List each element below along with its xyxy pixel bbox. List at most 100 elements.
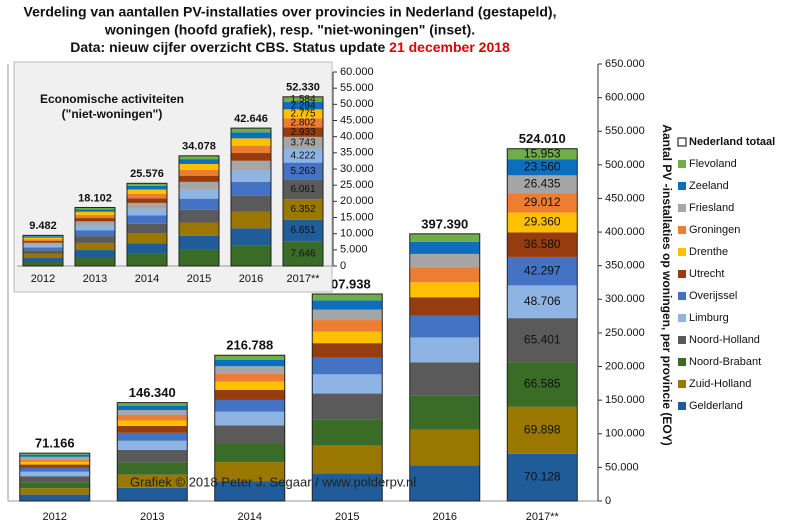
bar-segment [231,128,271,133]
bar-segment [214,389,285,400]
bar-segment [179,175,219,182]
title-text: Data: nieuw cijfer overzicht CBS. Status… [70,39,389,55]
bar-segment [179,249,219,266]
legend-swatch [678,270,686,278]
bar-segment [283,109,323,119]
bar-segment [127,253,167,266]
bar-segment [117,425,188,433]
bar-segment [23,250,63,254]
y-tick-label: 200.000 [605,360,645,372]
x-tick-label: 2013 [140,511,164,523]
inset-chart: 0 5.000 10.000 15.000 20.000 25.000 30.000 35.0… [22,66,374,285]
total-outline [506,148,578,502]
bar-segment [214,366,285,374]
bar-segment [507,453,578,501]
bar-segment [75,236,115,243]
segment-label: 26.435 [524,176,561,190]
bar-segment [23,244,63,248]
total-label: 52.330 [286,82,320,94]
bar-segment [231,195,271,212]
bar-segment [409,233,480,242]
bar-segment [214,359,285,367]
bar-segment [409,253,480,268]
y-tick-label: 15.000 [340,211,374,223]
bar-segment [127,198,167,203]
y-tick-label: 150.000 [605,394,645,406]
segment-label: 29.012 [524,195,561,209]
bar-segment [312,445,383,474]
bar-segment [19,456,90,460]
y-axis-label: Aantal PV -installaties op woningen, per… [660,124,674,445]
bar-segment [179,209,219,223]
total-label: 25.576 [130,168,164,180]
bar-segment [312,309,383,321]
bar-segment [117,432,188,441]
y-tick-label: 40.000 [340,131,374,143]
segment-label: 7.646 [290,248,315,259]
segment-label: 29.360 [524,215,561,229]
bar-segment [312,357,383,375]
bar-segment [75,218,115,222]
bar-segment [409,429,480,466]
bar-segment [19,467,90,472]
title-line: Verdeling van aantallen PV-installaties … [24,4,557,20]
bar-segment [19,461,90,465]
bar-segment [127,185,167,190]
bar-segment [312,343,383,358]
bar-segment [75,207,115,210]
bar-segment [19,459,90,462]
title-line: woningen (hoofd grafiek), resp. "niet-wo… [104,22,475,38]
bar-segment [179,235,219,250]
bar-segment [75,230,115,237]
total-outline [19,452,91,502]
total-outline [74,206,116,267]
x-tick-label: 2012 [31,273,55,285]
bar-segment [312,393,383,420]
bar-segment [312,300,383,310]
segment-label: 4.222 [290,150,315,161]
segment-label: 6.352 [290,204,315,215]
total-label: 71.166 [35,436,75,451]
inset-title: Economische activiteiten [40,92,184,106]
legend-label: Noord-Holland [689,334,760,346]
y-tick-label: 400.000 [605,226,645,238]
y-tick-label: 5.000 [340,244,368,256]
total-outline [126,182,168,267]
segment-label: 2.802 [290,117,315,128]
bar-segment [75,225,115,231]
y-tick-label: 20.000 [340,195,374,207]
y-tick-label: 45.000 [340,114,374,126]
bar-segment [312,473,383,501]
bar-segment [409,282,480,298]
bar-segment [117,402,188,406]
bar-segment [283,241,323,266]
segment-label: 69.898 [524,423,561,437]
bar-segment [19,471,90,477]
y-tick-label: 50.000 [340,98,374,110]
bar-segment [127,193,167,199]
segment-label: 2.933 [290,127,315,138]
bar-segment [409,297,480,316]
segment-label: 1.584 [290,94,315,105]
bar-segment [507,175,578,194]
bar-segment [214,425,285,444]
segment-label: 6.061 [290,184,315,195]
bar-segment [214,443,285,463]
total-outline [409,233,481,502]
bar-segment [214,381,285,390]
bar-segment [19,476,90,483]
legend-label: Drenthe [689,246,728,258]
y-tick-label: 650.000 [605,58,645,70]
total-label: 524.010 [519,131,566,146]
bar-segment [117,420,188,426]
bar-segment [507,406,578,454]
total-label: 42.646 [234,113,268,125]
bar-segment [507,212,578,233]
segment-label: 2.775 [290,108,315,119]
bar-segment [283,96,323,102]
y-tick-label: 350.000 [605,260,645,272]
bar-segment [507,193,578,213]
y-tick-label: 450.000 [605,192,645,204]
bar-segment [283,219,323,242]
total-outline [282,96,324,267]
